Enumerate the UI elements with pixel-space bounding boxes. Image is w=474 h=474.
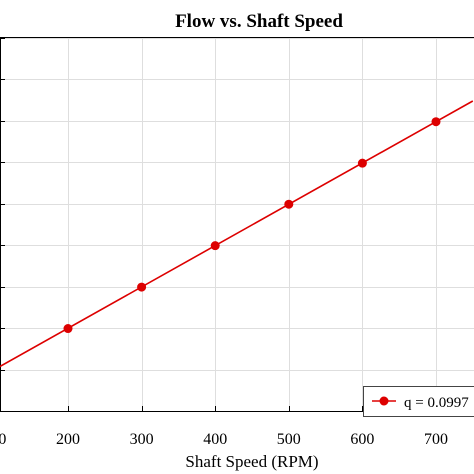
data-point [284,199,294,209]
x-tick-label: 200 [56,431,80,448]
x-tick-label: 500 [277,431,301,448]
data-point [63,324,73,334]
legend: q = 0.0997 [363,386,474,417]
x-tick-label: 600 [350,431,374,448]
data-point [431,117,441,127]
grid [0,38,474,412]
fit-line [0,100,474,368]
chart-title: Flow vs. Shaft Speed [175,11,343,32]
x-tick-label: 300 [130,431,154,448]
x-tick-label: 400 [203,431,227,448]
plot-frame [0,37,474,412]
data-point [357,158,367,168]
legend-series-label: q = 0.0997 [404,395,469,411]
x-tick-label: 100 [0,431,6,448]
x-tick-labels: 100 200 300 400 500 600 700 [0,431,448,448]
data-point [137,282,147,292]
x-axis-ticks [0,38,437,412]
legend-marker-swatch [379,396,389,406]
x-axis-label: Shaft Speed (RPM) [185,452,318,471]
x-tick-label: 700 [424,431,448,448]
data-point [210,241,220,251]
series-group [0,100,474,368]
